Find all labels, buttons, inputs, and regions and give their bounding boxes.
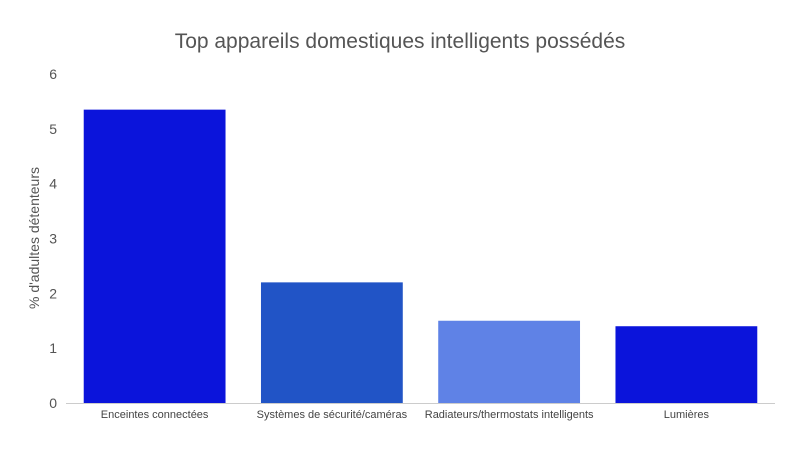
y-tick-label: 1: [49, 340, 57, 356]
y-tick-label: 6: [49, 66, 57, 82]
bar: [615, 326, 758, 403]
x-tick-label: Enceintes connectées: [101, 409, 209, 421]
y-tick-label: 4: [49, 176, 57, 192]
x-tick-label: Radiateurs/thermostats intelligents: [425, 409, 594, 421]
y-axis: 0 1 2 3 4 5 6: [49, 66, 57, 411]
y-tick-label: 2: [49, 285, 57, 301]
y-tick-label: 5: [49, 121, 57, 137]
x-tick-label: Systèmes de sécurité/caméras: [257, 409, 408, 421]
y-tick-label: 0: [49, 395, 57, 411]
bar: [83, 109, 226, 404]
y-tick-label: 3: [49, 231, 57, 247]
bar: [438, 320, 581, 403]
y-axis-label: % d'adultes détenteurs: [26, 167, 42, 309]
bar: [260, 282, 403, 403]
bars-group: [83, 109, 758, 404]
chart-title: Top appareils domestiques intelligents p…: [175, 30, 626, 53]
x-axis: Enceintes connectées Systèmes de sécurité…: [101, 409, 710, 421]
x-tick-label: Lumières: [664, 409, 710, 421]
